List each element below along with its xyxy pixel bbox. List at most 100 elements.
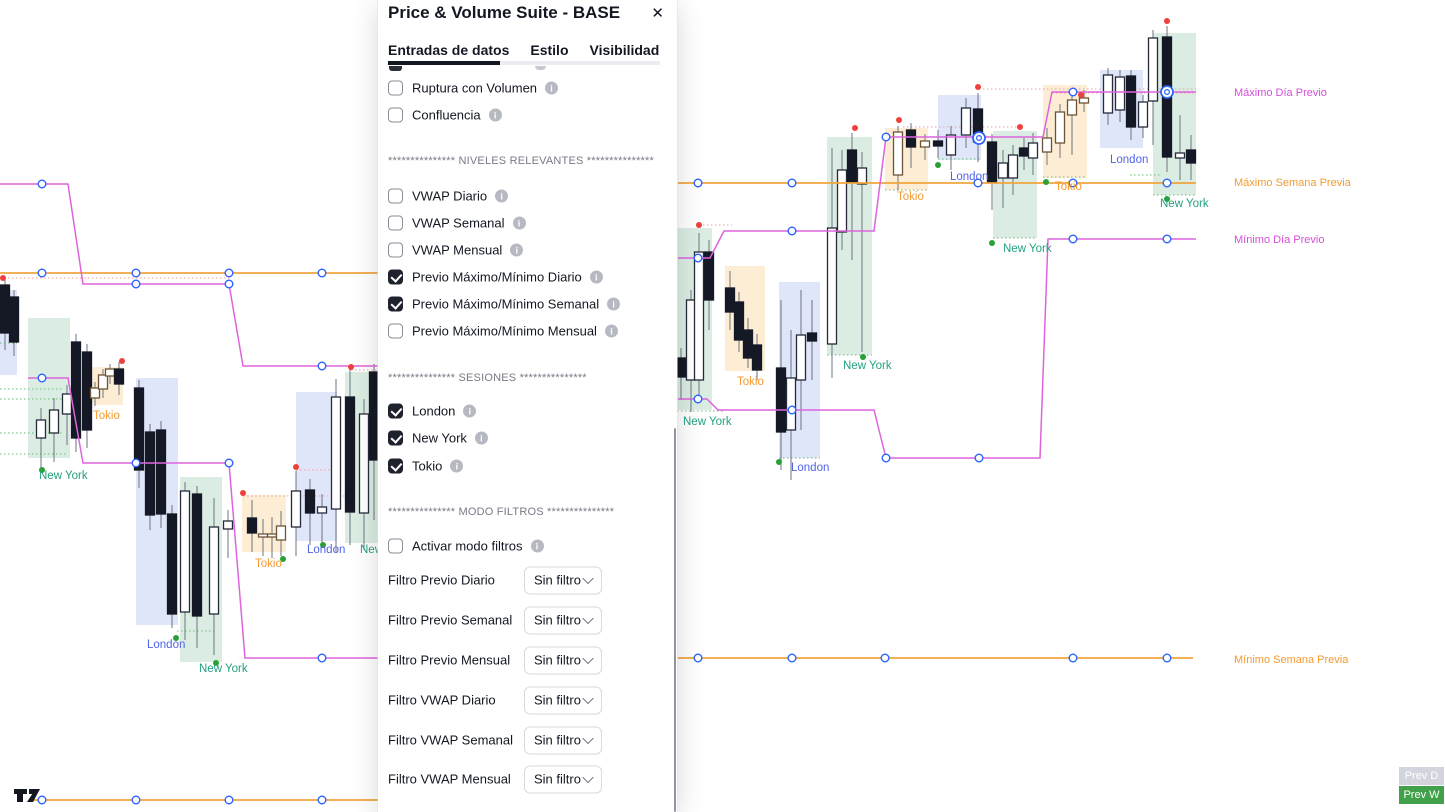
session-label-new-york: New York (1160, 198, 1209, 210)
dropdown-filtro-previo-semanal[interactable]: Sin filtro (524, 606, 602, 634)
level-point-marker (787, 226, 797, 236)
tab-visibilidad[interactable]: Visibilidad (589, 42, 660, 58)
candle (1125, 75, 1137, 128)
dropdown-filtro-vwap-diario[interactable]: Sin filtro (524, 686, 602, 714)
level-point-marker (787, 653, 797, 663)
session-label-tokio: Tokio (255, 558, 282, 570)
checkbox-previo-m-ximo-m-nimo-mensual[interactable] (388, 323, 403, 339)
dropdown-filtro-previo-mensual[interactable]: Sin filtro (524, 646, 602, 674)
info-icon[interactable]: i (589, 270, 603, 284)
dropdown-filtro-vwap-semanal[interactable]: Sin filtro (524, 726, 602, 754)
filter-row-filtro-vwap-mensual: Filtro VWAP Mensual Sin filtro (388, 765, 661, 793)
low-signal-dot (173, 635, 179, 641)
checkbox-previo-m-ximo-m-nimo-diario[interactable] (388, 269, 403, 285)
high-signal-dot (1078, 92, 1084, 98)
checkbox-row-activar-modo-filtros: Activar modo filtros i (388, 538, 661, 554)
candle (257, 533, 269, 538)
filter-row-filtro-vwap-diario: Filtro VWAP Diario Sin filtro (388, 686, 661, 714)
close-icon[interactable]: ✕ (651, 5, 664, 22)
active-tab-underline (388, 61, 500, 65)
candle (795, 334, 807, 381)
filter-label: Filtro Previo Diario (388, 572, 495, 588)
level-point-marker (131, 458, 141, 468)
checkbox-label: Activar modo filtros (412, 538, 523, 554)
info-icon[interactable]: i (463, 404, 477, 418)
low-signal-dot (39, 467, 45, 473)
info-icon[interactable]: i (607, 297, 621, 311)
checkbox-confluencia[interactable] (388, 107, 403, 123)
info-icon[interactable]: i (495, 189, 509, 203)
candle (144, 431, 156, 516)
checkbox-vwap-mensual[interactable] (388, 242, 403, 258)
dropdown-filtro-vwap-mensual[interactable]: Sin filtro (524, 765, 602, 793)
filter-row-filtro-previo-diario: Filtro Previo Diario Sin filtro (388, 566, 661, 594)
candle (945, 134, 957, 156)
checkbox-london[interactable] (388, 403, 403, 419)
candle (304, 489, 316, 514)
candle (785, 377, 797, 431)
candle (1102, 74, 1114, 114)
checkbox-row-confluencia: Confluencia i (388, 107, 661, 123)
level-point-marker (131, 279, 141, 289)
checkbox-row-vwap-mensual: VWAP Mensual i (388, 242, 661, 258)
level-point-marker (881, 453, 891, 463)
checkbox-vwap-semanal[interactable] (388, 215, 403, 231)
dropdown-filtro-previo-diario[interactable]: Sin filtro (524, 566, 602, 594)
filter-row-filtro-previo-semanal: Filtro Previo Semanal Sin filtro (388, 606, 661, 634)
filter-row-filtro-vwap-semanal: Filtro VWAP Semanal Sin filtro (388, 726, 661, 754)
candle (316, 506, 328, 514)
section-header: *************** MODO FILTROS ***********… (388, 506, 615, 518)
dialog-title: Price & Volume Suite - BASE (388, 3, 621, 22)
checkbox-row-ruptura-con-volumen: Ruptura con Volumen i (388, 80, 661, 96)
checkbox-previo-m-ximo-m-nimo-semanal[interactable] (388, 296, 403, 312)
info-icon[interactable]: i (510, 243, 524, 257)
info-icon[interactable]: i (450, 459, 464, 473)
info-icon[interactable]: i (604, 324, 618, 338)
session-label-new-york: New York (683, 416, 732, 428)
candle (358, 413, 370, 514)
filter-label: Filtro VWAP Mensual (388, 771, 511, 787)
checkbox-activar-modo-filtros[interactable] (388, 538, 403, 554)
tab-estilo[interactable]: Estilo (530, 42, 569, 58)
level-point-marker (1162, 234, 1172, 244)
tab-entradas-de-datos[interactable]: Entradas de datos (388, 42, 510, 58)
dialog-scrollbar[interactable] (673, 428, 676, 812)
tradingview-logo[interactable] (13, 786, 41, 808)
level-point-marker-highlight (972, 131, 986, 145)
checkbox-tokio[interactable] (388, 458, 403, 474)
checkbox-new-york[interactable] (388, 430, 403, 446)
chevron-down-icon (582, 771, 594, 783)
checkbox-vwap-diario[interactable] (388, 188, 403, 204)
candle (48, 409, 60, 434)
info-icon[interactable]: i (530, 539, 544, 553)
checkbox-label: VWAP Semanal (412, 215, 505, 231)
candle (344, 396, 356, 513)
candle (905, 129, 917, 148)
level-point-marker (693, 653, 703, 663)
info-icon[interactable]: i (512, 216, 526, 230)
session-label-tokio: Tokio (93, 410, 120, 422)
level-point-marker-highlight (1160, 85, 1174, 99)
candle (1147, 37, 1159, 102)
session-label-new-york: New York (39, 470, 88, 482)
level-point-marker (1068, 234, 1078, 244)
level-point-marker-core (975, 135, 982, 142)
dropdown-value: Sin filtro (534, 572, 581, 588)
info-icon[interactable]: i (545, 81, 559, 95)
session-label-london: London (1110, 154, 1148, 166)
checkbox-ruptura-con-volumen[interactable] (388, 80, 403, 96)
info-icon[interactable]: i (488, 108, 502, 122)
low-signal-dot (935, 162, 941, 168)
level-point-marker (880, 653, 890, 663)
indicator-settings-dialog: Price & Volume Suite - BASE ✕ Entradas d… (378, 0, 677, 812)
candle (61, 393, 73, 415)
checkbox-label: Previo Máximo/Mínimo Semanal (412, 296, 600, 312)
chevron-down-icon (582, 732, 594, 744)
checkbox-label: New York (412, 430, 467, 446)
info-icon[interactable]: i (474, 431, 488, 445)
clipped-info-icon-fragment (535, 66, 546, 70)
level-point-marker (37, 795, 47, 805)
level-label-m-nimo-semana-previa: Mínimo Semana Previa (1234, 654, 1349, 666)
